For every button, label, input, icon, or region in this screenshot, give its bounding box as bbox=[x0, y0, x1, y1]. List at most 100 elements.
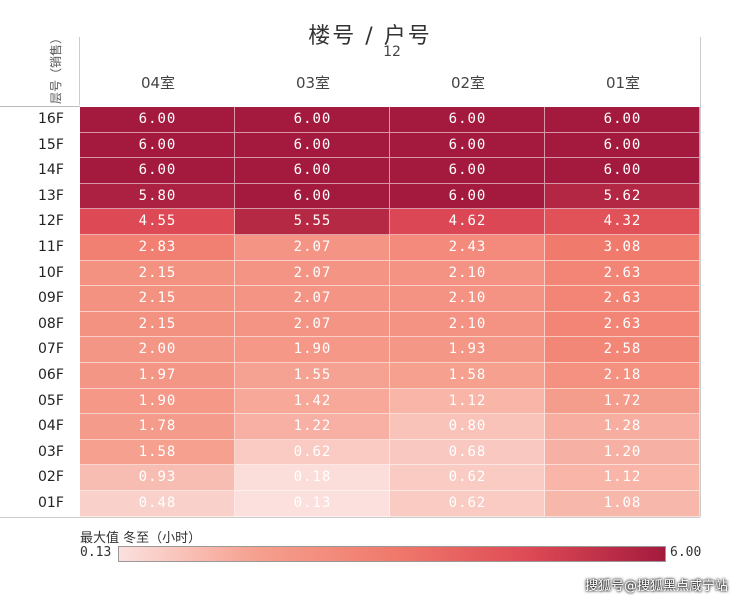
heatmap-cell bbox=[390, 260, 545, 287]
heatmap-cell bbox=[80, 158, 235, 184]
heatmap-cell bbox=[390, 158, 545, 184]
cell-value: 6.00 bbox=[603, 136, 642, 153]
heatmap-cell bbox=[235, 414, 390, 440]
row-label: 14F bbox=[38, 162, 64, 179]
cell-value: 1.08 bbox=[603, 495, 642, 511]
cell-value: 3.08 bbox=[603, 239, 642, 255]
heatmap-cell bbox=[235, 132, 390, 159]
heatmap-cell bbox=[80, 107, 235, 133]
watermark: 搜狐号@搜狐黑点咸宁站 bbox=[584, 579, 728, 594]
heatmap-cell bbox=[390, 132, 545, 159]
row-label: 16F bbox=[38, 111, 64, 127]
heatmap-cell bbox=[80, 439, 235, 466]
cell-value: 5.55 bbox=[293, 213, 332, 230]
cell-value: 5.80 bbox=[138, 187, 177, 204]
heatmap-cell bbox=[545, 286, 700, 312]
cell-value: 0.93 bbox=[138, 469, 177, 486]
cell-value: 0.62 bbox=[448, 469, 487, 486]
row-label: 06F bbox=[38, 367, 64, 383]
heatmap-cell bbox=[80, 363, 235, 389]
legend-title: 最大值 冬至（小时） bbox=[80, 531, 202, 546]
heatmap-cell bbox=[235, 337, 390, 363]
cell-value: 5.62 bbox=[603, 187, 642, 204]
heatmap-cell bbox=[80, 132, 235, 159]
cell-value: 1.22 bbox=[293, 418, 332, 435]
heatmap-cell bbox=[235, 363, 390, 389]
heatmap-cell bbox=[235, 107, 390, 133]
heatmap-cell bbox=[545, 363, 700, 389]
heatmap-cell bbox=[390, 235, 545, 261]
cell-value: 6.00 bbox=[138, 136, 177, 153]
heatmap-cell bbox=[390, 414, 545, 440]
row-label: 08F bbox=[38, 315, 64, 332]
cell-value: 6.00 bbox=[138, 111, 177, 127]
heatmap-cell bbox=[390, 107, 545, 133]
heatmap-cell bbox=[80, 491, 235, 517]
row-label: 05F bbox=[38, 392, 64, 409]
legend-max-label: 6.00 bbox=[670, 545, 702, 560]
row-label: 07F bbox=[38, 341, 64, 358]
heatmap-cell bbox=[80, 465, 235, 491]
cell-value: 4.55 bbox=[138, 213, 177, 230]
cell-value: 6.00 bbox=[448, 111, 487, 127]
heatmap-cell bbox=[235, 311, 390, 338]
cell-value: 6.00 bbox=[603, 162, 642, 179]
cell-value: 0.62 bbox=[448, 495, 487, 511]
row-label: 03F bbox=[38, 443, 64, 460]
heatmap-cell bbox=[235, 158, 390, 184]
heatmap-cell bbox=[545, 414, 700, 440]
cell-value: 1.72 bbox=[603, 392, 642, 409]
cell-value: 2.15 bbox=[138, 315, 177, 332]
cell-value: 2.15 bbox=[138, 290, 177, 307]
cell-value: 1.12 bbox=[448, 392, 487, 409]
cell-value: 6.00 bbox=[293, 162, 332, 179]
heatmap-cell bbox=[80, 260, 235, 287]
heatmap-cell bbox=[545, 183, 700, 210]
cell-value: 2.07 bbox=[293, 290, 332, 307]
heatmap-cell bbox=[545, 235, 700, 261]
cell-value: 1.20 bbox=[603, 443, 642, 460]
heatmap-cell bbox=[235, 388, 390, 415]
cell-value: 6.00 bbox=[448, 136, 487, 153]
cell-value: 1.12 bbox=[603, 469, 642, 486]
chart-subtitle: 12 bbox=[383, 44, 401, 60]
cell-value: 2.18 bbox=[603, 367, 642, 383]
cell-value: 2.63 bbox=[603, 264, 642, 281]
heatmap-cell bbox=[390, 337, 545, 363]
heatmap-cell bbox=[545, 132, 700, 159]
cell-value: 4.32 bbox=[603, 213, 642, 230]
cell-value: 6.00 bbox=[138, 162, 177, 179]
column-header: 04室 bbox=[140, 74, 176, 92]
heatmap-cell bbox=[545, 465, 700, 491]
cell-value: 2.00 bbox=[138, 341, 177, 358]
cell-value: 1.90 bbox=[293, 341, 332, 358]
cell-value: 4.62 bbox=[448, 213, 487, 230]
heatmap-cell bbox=[235, 465, 390, 491]
heatmap-cell bbox=[545, 439, 700, 466]
cell-value: 6.00 bbox=[448, 187, 487, 204]
heatmap-cell bbox=[545, 337, 700, 363]
right-divider bbox=[700, 37, 701, 517]
heatmap-cell bbox=[390, 363, 545, 389]
heatmap-cell bbox=[235, 439, 390, 466]
cell-value: 1.97 bbox=[138, 367, 177, 383]
heatmap-cell bbox=[545, 107, 700, 133]
cell-value: 2.63 bbox=[603, 315, 642, 332]
cell-value: 6.00 bbox=[293, 187, 332, 204]
cell-value: 2.07 bbox=[293, 315, 332, 332]
cell-value: 2.58 bbox=[603, 341, 642, 358]
heatmap-cell bbox=[390, 183, 545, 210]
heatmap-cell bbox=[80, 311, 235, 338]
cell-value: 2.15 bbox=[138, 264, 177, 281]
heatmap-cell bbox=[390, 439, 545, 466]
heatmap-cell bbox=[545, 209, 700, 235]
cell-value: 6.00 bbox=[293, 111, 332, 127]
cell-value: 0.13 bbox=[293, 495, 332, 511]
cell-value: 1.42 bbox=[293, 392, 332, 409]
cell-value: 1.90 bbox=[138, 392, 177, 409]
heatmap-cell bbox=[80, 183, 235, 210]
row-label: 09F bbox=[38, 290, 64, 307]
cell-value: 1.58 bbox=[448, 367, 487, 383]
heatmap-cell bbox=[390, 388, 545, 415]
legend-min-label: 0.13 bbox=[80, 545, 112, 560]
